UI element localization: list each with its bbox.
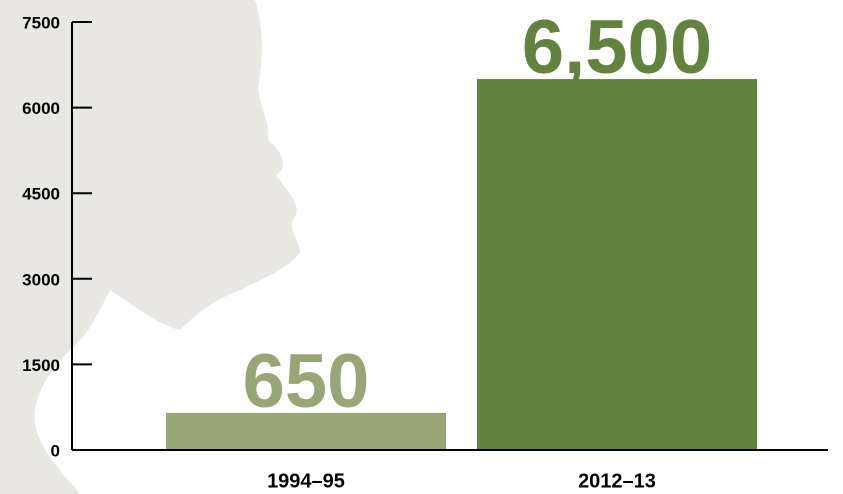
y-tick-label: 6000 [22, 99, 60, 118]
bar [166, 412, 446, 450]
y-tick-label: 4500 [22, 185, 60, 204]
y-tick-label: 0 [51, 441, 60, 460]
x-tick-label: 2012–13 [578, 470, 656, 492]
x-tick-label: 1994–95 [267, 470, 345, 492]
y-tick-label: 3000 [22, 270, 60, 289]
value-label: 6,500 [522, 5, 712, 90]
value-label: 650 [243, 339, 370, 424]
bar [477, 79, 757, 451]
y-tick-label: 1500 [22, 356, 60, 375]
y-tick-label: 7500 [22, 13, 60, 32]
background-silhouette [0, 0, 300, 494]
